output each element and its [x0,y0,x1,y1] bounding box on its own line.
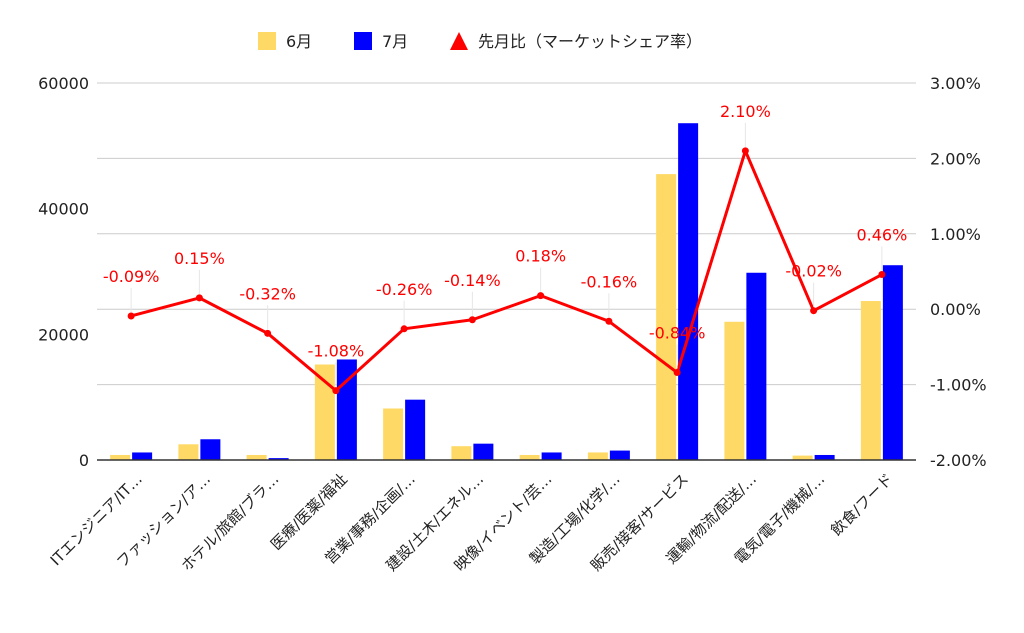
legend-swatch [258,32,276,50]
right-tick-label: -2.00% [930,451,987,470]
bar [178,444,199,460]
bar [724,321,745,460]
bar [405,399,426,460]
share-point [264,329,272,337]
share-point [537,292,545,300]
bar [792,455,813,460]
share-data-label: 0.46% [856,226,907,245]
share-data-label: -0.84% [649,324,706,343]
share-point [195,294,203,302]
share-point [332,387,340,395]
bar [587,452,608,460]
bar [132,452,153,460]
bar [882,265,903,460]
bar [541,452,562,460]
legend-swatch [354,32,372,50]
share-data-label: -0.02% [785,262,842,281]
bar [383,408,404,460]
legend-label: 先月比（マーケットシェア率） [478,32,702,51]
share-point [605,317,613,325]
share-data-label: 0.18% [515,247,566,266]
share-line-path [130,149,883,393]
left-tick-label: 40000 [38,200,89,219]
share-line: -0.09% 0.15% -0.32% -1.08% -0.26% -0.14% 0.18%… [103,102,907,395]
right-tick-label: 0.00% [930,300,981,319]
left-tick-label: 0 [79,451,89,470]
bar [268,458,289,460]
share-point [878,271,886,279]
left-tick-label: 60000 [38,74,89,93]
bar [314,364,335,460]
axes: -2.00% -1.00% 0.00% 1.00% 2.00% 3.00% 0 20000 40… [38,74,987,470]
legend-triangle-icon [450,32,468,50]
bar [246,454,267,460]
bar [814,454,835,460]
bar [656,174,677,460]
category-label: 飲食/フード [827,470,896,539]
right-tick-label: 3.00% [930,74,981,93]
gridlines [97,82,916,386]
bar [860,301,881,460]
share-point [810,307,818,315]
share-point [673,369,681,377]
share-point [127,312,135,320]
share-point [468,316,476,324]
bar [451,446,472,460]
share-data-label: 0.15% [174,249,225,268]
right-tick-label: 1.00% [930,225,981,244]
legend-label: 7月 [382,32,408,51]
legend: 6月 7月 先月比（マーケットシェア率） [258,32,702,51]
bar [678,123,699,461]
share-data-label: -0.32% [239,284,296,303]
share-data-label: 2.10% [720,102,771,121]
share-data-label: -0.09% [103,267,160,286]
right-tick-label: -1.00% [930,376,987,395]
bar [110,454,131,460]
share-point [741,147,749,155]
bar [519,454,540,460]
bar [746,272,767,460]
left-tick-label: 20000 [38,325,89,344]
bars [110,123,903,461]
right-tick-label: 2.00% [930,149,981,168]
category-labels: ITエンジニア/IT…ファッション/ア…ホテル/旅館/ブラ…医療/医薬/福祉営業… [47,470,897,575]
share-data-label: -0.26% [376,280,433,299]
share-data-label: -0.16% [581,272,638,291]
share-data-label: -1.08% [308,342,365,361]
share-data-label: -0.14% [444,271,501,290]
bar [200,439,221,460]
bar [473,443,494,460]
share-point [400,325,408,333]
bar [609,450,630,460]
legend-label: 6月 [286,32,312,51]
